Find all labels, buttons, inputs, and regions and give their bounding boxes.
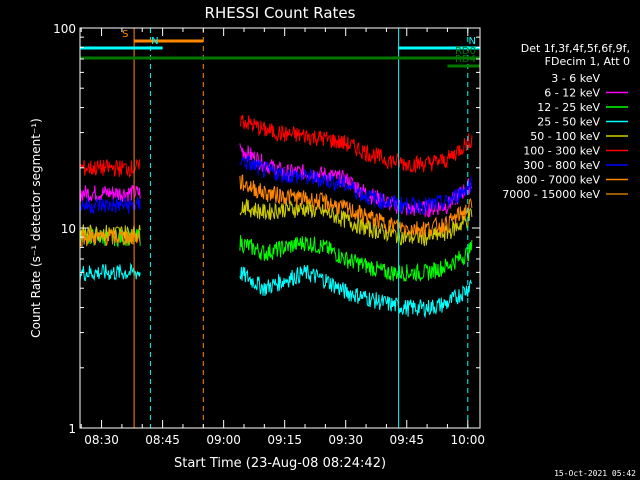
series-3-trace [239, 235, 473, 283]
series-6-trace [79, 158, 141, 179]
series-7-trace [79, 196, 141, 214]
x-tick-label-5: 09:30 [328, 433, 363, 447]
legend-header-1: Det 1f,3f,4f,5f,6f,9f, [521, 42, 630, 55]
legend-label-1: 3 - 6 keV [551, 72, 600, 85]
series-6 [79, 115, 473, 179]
timestamp: 15-Oct-2021 05:42 [554, 469, 636, 478]
x-tick-label-2: 08:45 [145, 433, 180, 447]
legend-label-7: 300 - 800 keV [523, 159, 600, 172]
legend-label-5: 50 - 100 keV [530, 130, 600, 143]
series-2-trace [79, 184, 141, 202]
series-2-trace [239, 143, 473, 218]
x-tick-label-3: 09:00 [206, 433, 241, 447]
series-8-trace [239, 174, 473, 238]
legend: Det 1f,3f,4f,5f,6f,9f,FDecim 1, Att 0 3 -… [502, 42, 630, 201]
annotation-label-4: RD0 [455, 46, 476, 57]
series-8-trace [79, 227, 141, 248]
series-6-trace [239, 115, 473, 173]
series-4-trace [79, 262, 141, 282]
legend-label-6: 100 - 300 keV [523, 145, 600, 158]
chart-title: RHESSI Count Rates [205, 4, 356, 22]
axes: 08:30 08:45 09:00 09:15 09:30 09:45 10:00 1 10 10… [53, 22, 485, 447]
series-7 [79, 155, 473, 216]
series-4 [79, 262, 473, 319]
annotation-label-2: N [151, 36, 158, 47]
y-tick-label-3: 100 [53, 22, 76, 36]
x-tick-label-1: 08:30 [84, 433, 119, 447]
annotation-label-3: N [469, 36, 476, 47]
legend-label-9: 7000 - 15000 keV [502, 188, 600, 201]
y-tick-label-2: 10 [61, 222, 76, 236]
annotation-label-5: RD4 [455, 54, 476, 65]
legend-label-2: 6 - 12 keV [544, 87, 600, 100]
series-5-trace [239, 198, 473, 247]
series-4-trace [239, 264, 473, 319]
annotation-label-1: S [122, 29, 128, 40]
legend-label-8: 800 - 7000 keV [516, 174, 600, 187]
legend-label-3: 12 - 25 keV [537, 101, 600, 114]
series-8 [79, 174, 473, 248]
y-tick-label-1: 1 [68, 422, 76, 436]
x-tick-label-7: 10:00 [450, 433, 485, 447]
legend-label-4: 25 - 50 keV [537, 116, 600, 129]
x-tick-label-6: 09:45 [389, 433, 424, 447]
series-7-trace [239, 155, 473, 216]
x-axis-label: Start Time (23-Aug-08 08:24:42) [174, 456, 386, 471]
y-axis-label: Count Rate (s⁻¹ detector segment⁻¹) [29, 118, 43, 338]
x-tick-label-4: 09:15 [267, 433, 302, 447]
series-2 [79, 143, 473, 218]
legend-header-2: FDecim 1, Att 0 [545, 55, 630, 68]
